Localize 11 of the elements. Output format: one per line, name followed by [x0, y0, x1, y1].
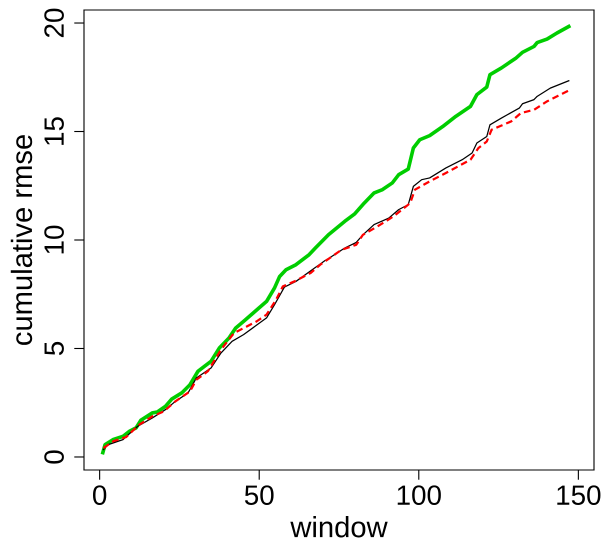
y-tick-label: 0: [44, 450, 64, 464]
x-tick-label: 150: [557, 485, 600, 505]
x-tick-label: 0: [93, 485, 106, 505]
y-tick-label: 20: [44, 8, 64, 38]
x-tick-label: 100: [398, 485, 441, 505]
y-tick-label: 15: [44, 117, 64, 145]
y-tick-label: 5: [44, 342, 64, 356]
x-tick-label: 50: [244, 485, 274, 505]
y-axis-title: cumulative rmse: [10, 135, 32, 345]
y-tick-label: 10: [44, 226, 64, 254]
x-axis-title: window: [290, 516, 388, 538]
